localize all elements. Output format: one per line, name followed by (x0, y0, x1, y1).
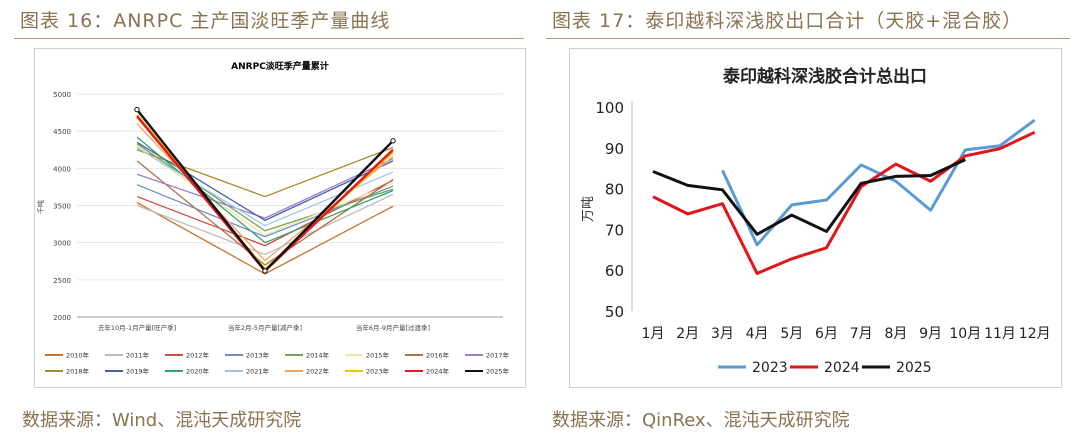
right-chart-panel: 泰印越科深浅胶合计总出口万吨 50 60 70 80 90 100 1月 2月 3月 4月 5月 6月 7… (569, 48, 1062, 388)
series-line-2017年 (136, 158, 394, 219)
legend-label: 2020年 (186, 367, 210, 376)
y-tick-label: 4500 (53, 128, 71, 136)
series-line-2011年 (136, 193, 394, 256)
chart-title: ANRPC淡旺季产量累计 (231, 60, 329, 72)
data-point-2025年 (134, 106, 140, 113)
legend-label: 2012年 (186, 351, 210, 360)
legend-label: 2022年 (306, 367, 330, 376)
series-line-2012年 (136, 179, 394, 247)
left-source-note: 数据来源：Wind、混沌天成研究院 (22, 410, 302, 431)
y-tick-label: 2000 (53, 314, 71, 322)
x-tick-label: 3月 (711, 326, 734, 342)
series-line-2015年 (136, 145, 394, 236)
y-tick-label: 100 (595, 99, 624, 117)
left-title-rule (14, 38, 524, 39)
x-tick-label: 9月 (919, 326, 942, 342)
x-tick-label: 去年10月-1月产量[旺产季] (98, 323, 176, 332)
x-tick-label: 1月 (642, 326, 665, 342)
x-tick-label: 6月 (815, 326, 838, 342)
x-tick-label: 当年6月-9月产量[过渡季] (356, 323, 430, 332)
x-tick-label: 当年2月-5月产量[减产季] (228, 323, 302, 332)
legend-label: 2023 (752, 360, 788, 376)
y-tick-label: 90 (605, 140, 624, 158)
legend-label: 2018年 (66, 367, 90, 376)
data-point-2025年 (262, 268, 268, 274)
data-point-2025年 (390, 138, 396, 144)
y-tick-label: 3000 (53, 240, 71, 248)
x-tick-label: 10月 (949, 326, 981, 342)
legend-label: 2013年 (246, 351, 270, 360)
legend-label: 2010年 (66, 351, 90, 360)
right-source-note: 数据来源：QinRex、混沌天成研究院 (552, 410, 850, 431)
series-line-2010年 (136, 201, 394, 275)
series-line-2020年 (136, 136, 394, 244)
chart-title: 泰印越科深浅胶合计总出口 (723, 66, 927, 87)
y-tick-label: 50 (605, 303, 624, 321)
legend-label: 2021年 (246, 367, 270, 376)
right-title-rule (546, 38, 1070, 39)
legend-label: 2014年 (306, 351, 330, 360)
y-tick-label: 70 (605, 221, 624, 239)
x-tick-label: 8月 (884, 326, 907, 342)
right-figure-title: 图表 17：泰印越科深浅胶出口合计（天胶+混合胶） (552, 10, 1023, 32)
y-tick-label: 2500 (53, 277, 71, 285)
x-tick-label: 7月 (850, 326, 873, 342)
y-tick-label: 60 (605, 262, 624, 280)
x-tick-label: 11月 (984, 326, 1016, 342)
series-line-2024年 (136, 115, 394, 273)
legend-label: 2015年 (366, 351, 390, 360)
legend-label: 2016年 (426, 351, 450, 360)
left-chart-panel: ANRPC淡旺季产量累计千吨 2000 2500 3000 3500 4000 4500 50… (34, 48, 526, 388)
legend-label: 2023年 (366, 367, 390, 376)
y-tick-label: 3500 (53, 203, 71, 211)
legend-label: 2019年 (126, 367, 150, 376)
x-tick-label: 4月 (746, 326, 769, 342)
legend-label: 2025 (896, 360, 932, 376)
series-line-2024 (652, 130, 1036, 275)
x-tick-label: 5月 (780, 326, 803, 342)
x-tick-label: 12月 (1019, 326, 1051, 342)
legend-label: 2011年 (126, 351, 150, 360)
legend-label: 2024年 (426, 367, 450, 376)
series-line-2025 (652, 158, 966, 236)
series-line-2025年 (136, 108, 394, 273)
y-tick-label: 5000 (53, 91, 71, 99)
legend-label: 2017年 (486, 351, 510, 360)
y-axis-label: 千吨 (36, 200, 45, 214)
legend-label: 2025年 (486, 367, 510, 376)
y-axis-label: 万吨 (581, 196, 596, 222)
y-tick-label: 4000 (53, 165, 71, 173)
left-figure-title: 图表 16：ANRPC 主产国淡旺季产量曲线 (20, 10, 391, 32)
x-tick-label: 2月 (676, 326, 699, 342)
y-tick-label: 80 (605, 181, 624, 199)
legend-label: 2024 (824, 360, 860, 376)
